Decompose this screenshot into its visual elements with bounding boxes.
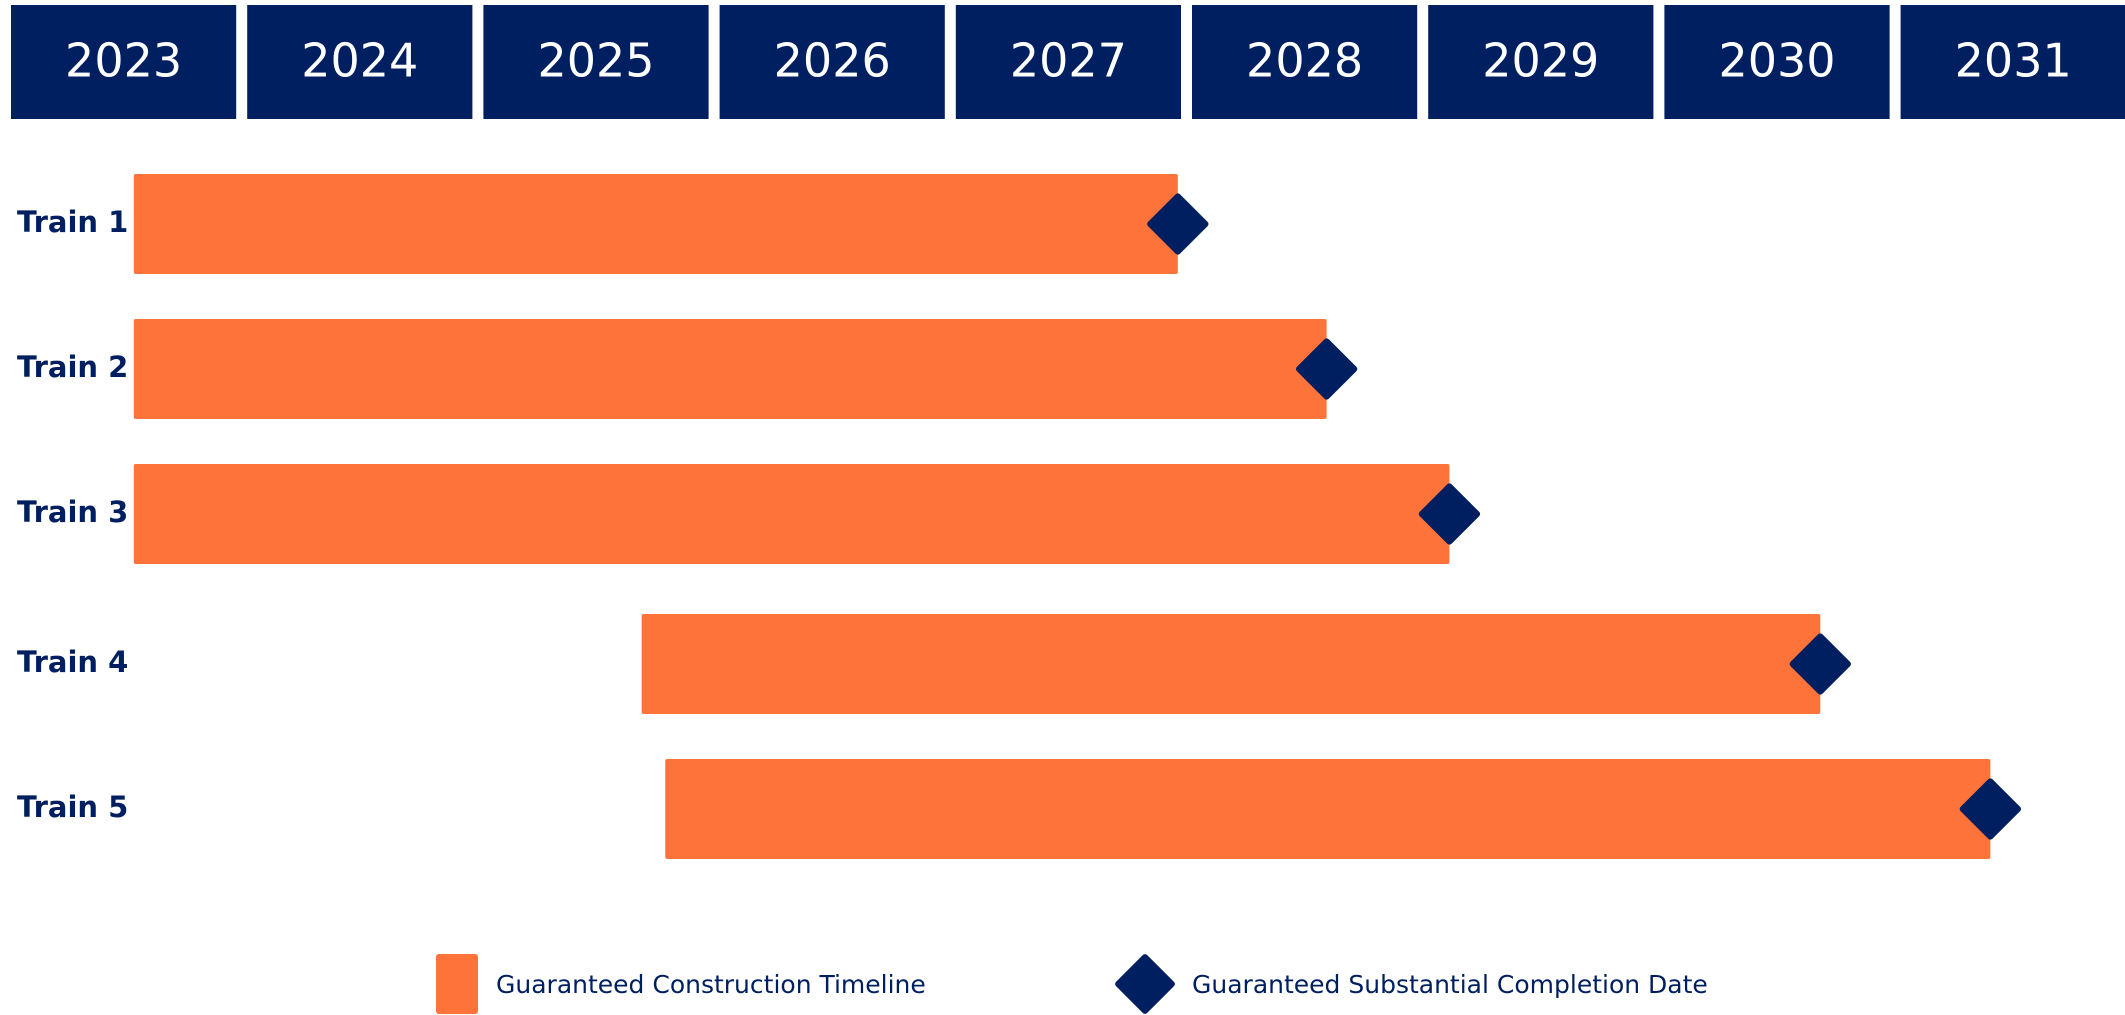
row-label: Train 5 [17,790,128,824]
year-header [1192,5,1418,119]
row-label: Train 1 [17,205,128,239]
timeline-bar [133,319,1327,419]
year-header [1900,5,2125,119]
year-label: 2028 [1246,34,1363,88]
year-header [719,5,945,119]
year-label: 2026 [774,34,891,88]
year-label: 2031 [1955,34,2072,88]
legend-label: Guaranteed Substantial Completion Date [1192,970,1708,999]
year-label: 2025 [537,34,654,88]
year-header [955,5,1181,119]
year-label: 2029 [1482,34,1599,88]
year-header [1428,5,1654,119]
year-header [11,5,237,119]
legend-diamond [1115,954,1175,1014]
timeline-bar [641,614,1821,714]
timeline-bar [133,464,1450,564]
completion-marker [1147,193,1209,255]
year-header [247,5,473,119]
completion-marker [1418,483,1481,545]
year-label: 2030 [1718,34,1835,88]
legend-swatch [436,954,478,1014]
row-label: Train 4 [17,645,128,679]
year-header [1664,5,1890,119]
year-label: 2023 [65,34,182,88]
legend-label: Guaranteed Construction Timeline [496,970,926,999]
timeline-bar [665,759,1991,859]
year-header [483,5,709,119]
completion-marker [1789,633,1851,695]
completion-marker [1295,338,1358,400]
row-label: Train 2 [17,350,128,384]
year-label: 2027 [1010,34,1127,88]
timeline-bar [133,174,1178,274]
row-label: Train 3 [17,495,128,529]
completion-marker [1959,778,2022,840]
year-label: 2024 [301,34,418,88]
